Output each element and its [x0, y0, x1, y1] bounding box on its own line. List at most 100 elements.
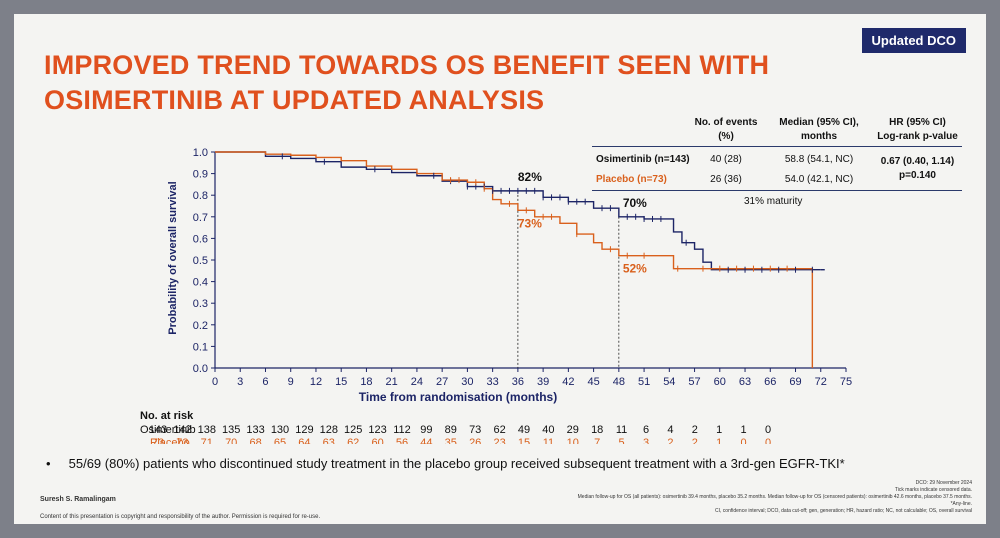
- footnote-anyline: *Any-line.: [950, 501, 972, 507]
- risk-count-placebo: 73: [176, 437, 188, 444]
- footnotes: DCO: 29 November 2024 Tick marks indicat…: [452, 480, 972, 515]
- survival-annotation: 82%: [518, 170, 542, 184]
- bullet-note: • 55/69 (80%) patients who discontinued …: [46, 456, 845, 471]
- x-tick-label: 48: [613, 376, 625, 388]
- risk-count-osimertinib: 73: [469, 424, 481, 436]
- risk-count-placebo: 65: [274, 437, 286, 444]
- hr-header-1: HR (95% CI): [889, 117, 946, 128]
- risk-count-osimertinib: 123: [368, 424, 386, 436]
- hr-header-2: Log-rank p-value: [877, 131, 958, 142]
- risk-count-osimertinib: 143: [149, 424, 167, 436]
- table-divider-bottom: [592, 190, 962, 191]
- footnote-abbrev: CI, confidence interval; DCO, data cut-o…: [715, 508, 972, 514]
- x-tick-label: 60: [714, 376, 726, 388]
- risk-count-osimertinib: 125: [344, 424, 362, 436]
- y-tick-label: 0.8: [193, 190, 208, 202]
- x-tick-label: 57: [688, 376, 700, 388]
- slide: Updated DCO IMPROVED TREND TOWARDS OS BE…: [14, 14, 986, 524]
- risk-count-osimertinib: 40: [542, 424, 554, 436]
- x-tick-label: 45: [587, 376, 599, 388]
- risk-count-osimertinib: 133: [246, 424, 264, 436]
- x-tick-label: 21: [386, 376, 398, 388]
- events-header-1: No. of events: [694, 117, 758, 128]
- osi-median: 58.8 (54.1, NC): [784, 154, 854, 165]
- risk-count-osimertinib: 2: [692, 424, 698, 436]
- x-tick-label: 54: [663, 376, 675, 388]
- footnote-dco: DCO: 29 November 2024: [915, 480, 972, 486]
- hr-value: 0.67 (0.40, 1.14): [880, 156, 955, 167]
- risk-count-osimertinib: 130: [271, 424, 289, 436]
- median-header: Median (95% CI), months: [774, 116, 864, 144]
- footnote-followup: Median follow-up for OS (all patients): …: [577, 494, 972, 500]
- risk-label-placebo: Placebo: [150, 437, 190, 444]
- risk-count-osimertinib: 129: [295, 424, 313, 436]
- y-axis-label: Probability of overall survival: [167, 181, 179, 334]
- x-tick-label: 33: [487, 376, 499, 388]
- survival-annotation: 73%: [518, 216, 542, 230]
- risk-count-placebo: 26: [469, 437, 481, 444]
- risk-count-placebo: 70: [225, 437, 237, 444]
- risk-count-osimertinib: 0: [765, 424, 771, 436]
- table-divider-top: [592, 146, 962, 147]
- x-tick-label: 36: [512, 376, 524, 388]
- hr-header: HR (95% CI) Log-rank p-value: [870, 116, 965, 144]
- risk-count-placebo: 0: [741, 437, 747, 444]
- x-axis-label: Time from randomisation (months): [359, 390, 557, 404]
- maturity-note: 31% maturity: [744, 196, 803, 207]
- x-tick-label: 63: [739, 376, 751, 388]
- x-tick-label: 69: [789, 376, 801, 388]
- risk-count-osimertinib: 49: [518, 424, 530, 436]
- dco-badge: Updated DCO: [861, 28, 966, 53]
- risk-count-osimertinib: 112: [393, 424, 411, 436]
- osi-events: 40 (28): [710, 154, 742, 165]
- median-header-2: months: [800, 131, 838, 142]
- x-tick-label: 24: [411, 376, 423, 388]
- footnote-ticks: Tick marks indicate censored data.: [894, 487, 972, 493]
- y-tick-label: 0.0: [193, 363, 208, 375]
- risk-count-placebo: 10: [567, 437, 579, 444]
- copyright: Content of this presentation is copyrigh…: [40, 514, 321, 520]
- risk-count-placebo: 68: [249, 437, 261, 444]
- x-tick-label: 18: [360, 376, 372, 388]
- risk-count-osimertinib: 138: [198, 424, 216, 436]
- risk-count-placebo: 56: [396, 437, 408, 444]
- y-tick-label: 0.6: [193, 233, 208, 245]
- risk-count-placebo: 60: [371, 437, 383, 444]
- bullet-text: 55/69 (80%) patients who discontinued st…: [68, 456, 845, 471]
- y-tick-label: 0.2: [193, 320, 208, 332]
- osi-row-label: Osimertinib (n=143): [596, 154, 690, 165]
- risk-count-osimertinib: 11: [616, 424, 627, 436]
- p-value: p=0.140: [899, 170, 936, 181]
- median-header-1: Median (95% CI),: [779, 117, 859, 128]
- pbo-events: 26 (36): [710, 174, 742, 185]
- risk-count-placebo: 62: [347, 437, 359, 444]
- risk-count-osimertinib: 1: [716, 424, 722, 436]
- x-tick-label: 3: [237, 376, 243, 388]
- risk-count-placebo: 0: [765, 437, 771, 444]
- x-tick-label: 9: [288, 376, 294, 388]
- x-tick-label: 15: [335, 376, 347, 388]
- pbo-row-label: Placebo (n=73): [596, 174, 667, 185]
- x-tick-label: 30: [461, 376, 473, 388]
- pbo-median: 54.0 (42.1, NC): [784, 174, 854, 185]
- x-tick-label: 6: [262, 376, 268, 388]
- risk-table-header: No. at risk: [140, 410, 194, 422]
- risk-count-placebo: 71: [201, 437, 213, 444]
- x-tick-label: 42: [562, 376, 574, 388]
- title-line-2: OSIMERTINIB AT UPDATED ANALYSIS: [44, 85, 545, 115]
- risk-count-osimertinib: 29: [567, 424, 579, 436]
- risk-count-placebo: 5: [619, 437, 625, 444]
- risk-count-placebo: 1: [716, 437, 722, 444]
- y-tick-label: 0.9: [193, 169, 208, 181]
- x-tick-label: 12: [310, 376, 322, 388]
- y-tick-label: 1.0: [193, 147, 208, 159]
- x-tick-label: 39: [537, 376, 549, 388]
- risk-count-osimertinib: 99: [420, 424, 432, 436]
- y-tick-label: 0.5: [193, 255, 208, 267]
- x-tick-label: 51: [638, 376, 650, 388]
- risk-count-placebo: 2: [667, 437, 673, 444]
- risk-count-osimertinib: 89: [445, 424, 457, 436]
- risk-count-osimertinib: 4: [667, 424, 673, 436]
- risk-count-osimertinib: 128: [320, 424, 338, 436]
- risk-count-osimertinib: 1: [741, 424, 747, 436]
